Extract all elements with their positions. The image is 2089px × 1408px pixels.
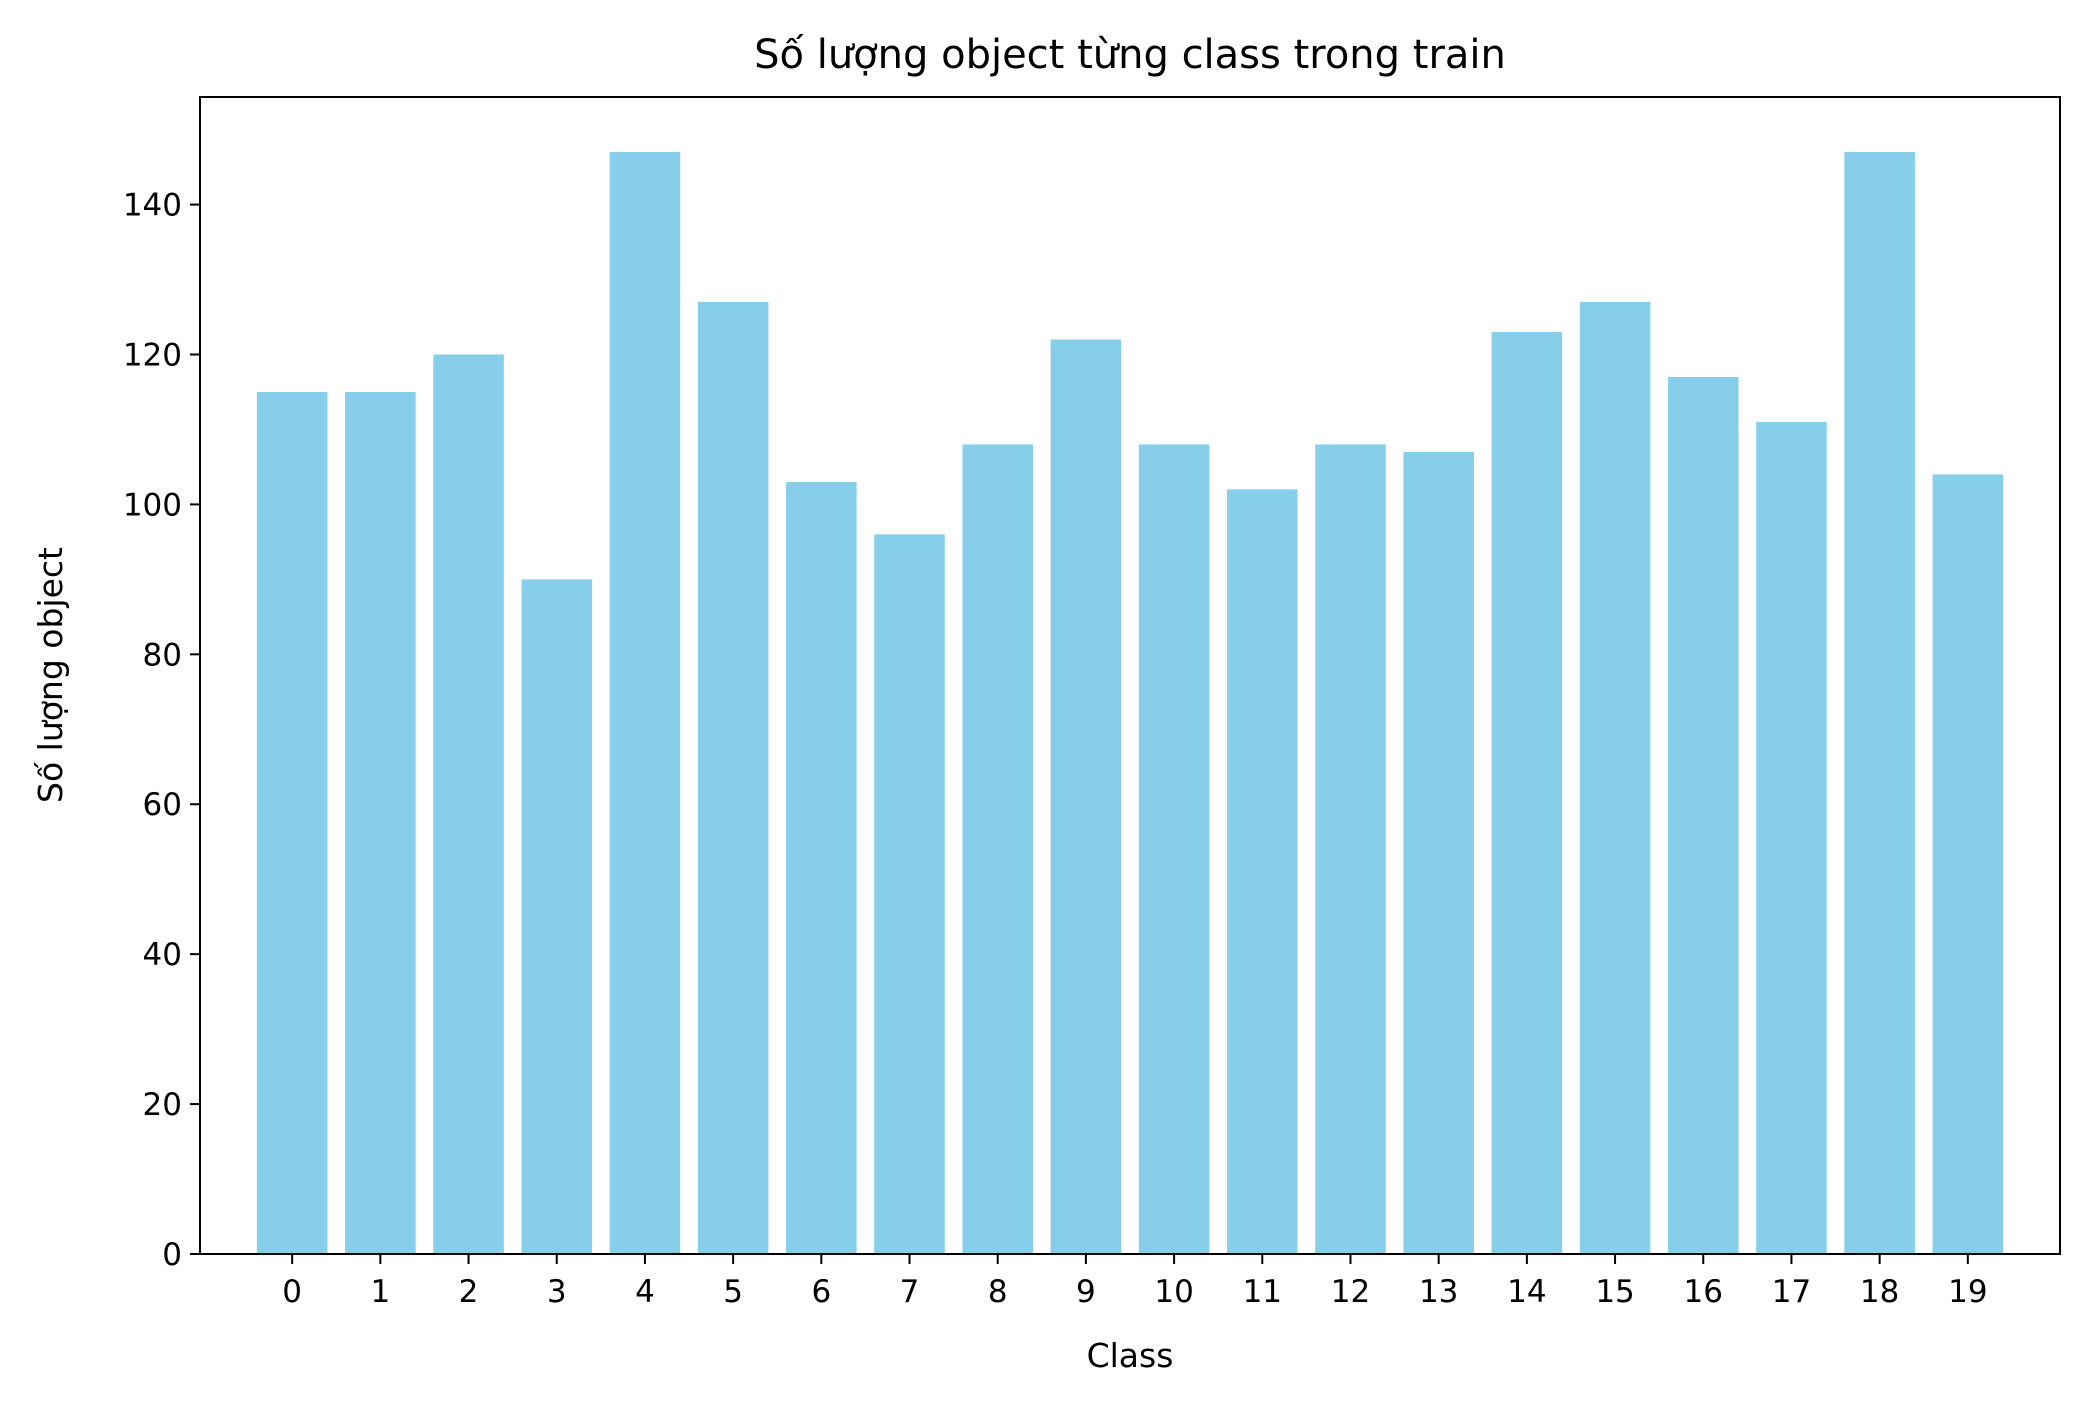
y-tick-label: 0	[162, 1237, 182, 1273]
bar-class-1	[345, 391, 416, 1255]
y-tick-label: 60	[143, 787, 182, 823]
x-tick-label: 9	[1076, 1274, 1096, 1310]
y-tick-label: 80	[143, 637, 182, 673]
bar-class-4	[609, 152, 681, 1255]
bar-class-2	[433, 354, 504, 1254]
x-tick-label: 3	[547, 1274, 567, 1310]
x-tick-label: 2	[459, 1274, 479, 1310]
x-tick-label: 8	[988, 1274, 1008, 1310]
y-tick-label: 120	[123, 337, 182, 373]
bar-class-9	[1050, 339, 1122, 1254]
x-tick-label: 16	[1684, 1274, 1723, 1310]
bar-class-3	[521, 579, 593, 1254]
y-tick-label: 40	[143, 937, 182, 973]
x-tick-label: 11	[1243, 1274, 1282, 1310]
bar-class-7	[874, 534, 945, 1254]
bar-class-6	[786, 481, 857, 1254]
y-tick-label: 140	[123, 188, 182, 224]
chart-title: Số lượng object từng class trong train	[754, 32, 1506, 78]
bar-class-19	[1932, 474, 2004, 1254]
y-tick-label: 100	[123, 487, 182, 523]
x-tick-label: 18	[1860, 1274, 1899, 1310]
x-tick-label: 6	[811, 1274, 831, 1310]
bar-class-14	[1491, 332, 1563, 1254]
x-axis-label: Class	[1087, 1336, 1174, 1375]
x-tick-label: 19	[1948, 1274, 1987, 1310]
bar-class-16	[1667, 376, 1739, 1255]
bar-class-17	[1756, 421, 1827, 1254]
bar-class-10	[1138, 444, 1210, 1254]
bar-class-5	[697, 302, 769, 1254]
bar-class-11	[1227, 489, 1298, 1254]
bar-class-13	[1403, 451, 1474, 1254]
y-axis-label: Số lượng object	[31, 547, 70, 803]
x-tick-label: 1	[370, 1274, 390, 1310]
x-tick-label: 15	[1595, 1274, 1634, 1310]
x-tick-label: 17	[1772, 1274, 1811, 1310]
x-axis: 0 1 2 3 4 5 6 7 8 9 10 11 12 13 14 15 16 17 18 19	[282, 1254, 1988, 1310]
y-axis: 0 20 40 60 80 100 120 140	[123, 188, 200, 1273]
bar-class-15	[1579, 302, 1651, 1254]
x-tick-label: 4	[635, 1274, 655, 1310]
bar-class-18	[1844, 152, 1915, 1255]
x-tick-label: 13	[1419, 1274, 1458, 1310]
bar-class-0	[256, 391, 328, 1255]
x-tick-label: 7	[900, 1274, 920, 1310]
bars-group	[256, 152, 2004, 1255]
x-tick-label: 5	[723, 1274, 743, 1310]
x-tick-label: 12	[1331, 1274, 1370, 1310]
bar-class-8	[962, 444, 1033, 1254]
x-tick-label: 0	[282, 1274, 302, 1310]
x-tick-label: 10	[1154, 1274, 1193, 1310]
bar-class-12	[1315, 444, 1386, 1254]
x-tick-label: 14	[1507, 1274, 1546, 1310]
y-tick-label: 20	[143, 1087, 182, 1123]
plot-frame	[199, 96, 2061, 1255]
